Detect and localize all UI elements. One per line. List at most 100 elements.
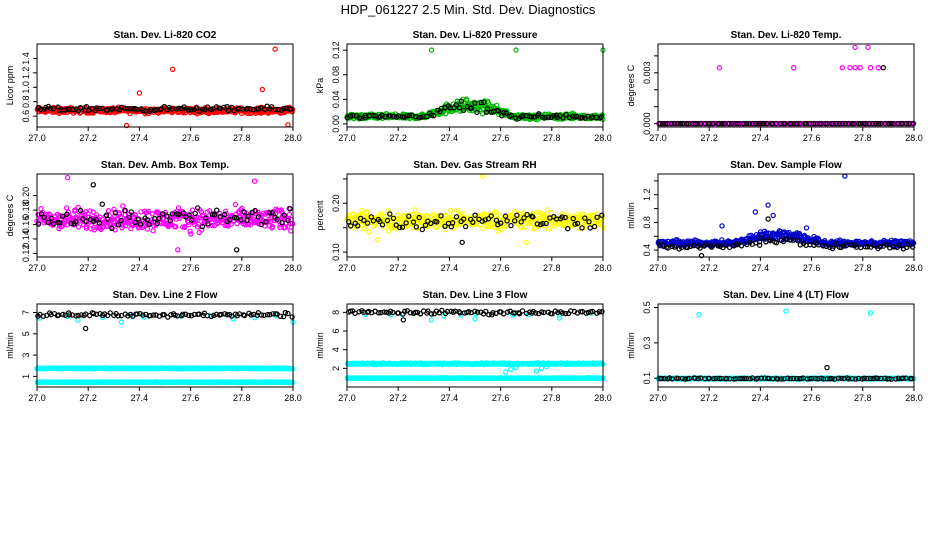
plot-frame: [657, 43, 915, 128]
data-point: [707, 120, 713, 127]
data-point: [422, 222, 429, 228]
x-tick-label: 27.6: [182, 393, 200, 403]
series-overlay: [344, 98, 605, 122]
y-axis-label: ml/min: [315, 332, 325, 359]
data-point: [366, 229, 372, 235]
data-point: [743, 120, 750, 127]
plot-frame: [346, 43, 604, 128]
data-point: [135, 216, 141, 222]
data-point: [217, 214, 224, 220]
data-point: [716, 120, 722, 127]
data-point: [194, 205, 201, 211]
x-tick-label: 27.6: [803, 133, 821, 143]
y-tick-label: 0.4: [642, 244, 652, 257]
data-point: [503, 110, 509, 116]
data-point: [839, 64, 846, 71]
data-point: [583, 222, 589, 229]
y-axis-label: Licor ppm: [5, 66, 15, 106]
data-point: [855, 120, 862, 127]
data-point: [719, 120, 725, 127]
data-point: [149, 211, 155, 217]
data-point: [91, 227, 98, 233]
y-tick-label: 7: [21, 310, 31, 315]
data-point: [503, 369, 509, 375]
x-tick-label: 27.0: [338, 393, 356, 403]
data-point: [410, 219, 417, 225]
data-point: [485, 216, 492, 222]
y-axis: 0.120.140.160.180.20: [21, 187, 37, 262]
x-tick-label: 27.6: [182, 263, 200, 273]
series-overlay: [346, 211, 605, 246]
data-point: [350, 211, 357, 218]
series-main: [655, 308, 917, 382]
data-point: [192, 210, 198, 217]
data-point: [75, 224, 82, 230]
data-point: [258, 221, 264, 228]
data-point: [375, 237, 381, 243]
data-point: [387, 211, 393, 217]
data-point: [122, 207, 128, 214]
data-point: [126, 214, 132, 220]
x-tick-label: 27.4: [131, 263, 149, 273]
data-point: [358, 115, 364, 122]
y-axis-label: degrees C: [626, 64, 636, 106]
x-tick-label: 27.0: [28, 263, 46, 273]
data-point: [77, 104, 84, 111]
data-point: [144, 226, 151, 232]
data-point: [205, 221, 211, 227]
data-point: [508, 366, 514, 372]
data-point: [488, 213, 494, 219]
data-point: [57, 107, 63, 113]
y-tick-label: 1.0: [21, 81, 31, 94]
data-point: [587, 225, 593, 231]
data-point: [361, 225, 367, 232]
panel-title: Stan. Dev. Line 2 Flow: [113, 290, 218, 301]
data-point: [593, 114, 600, 121]
data-point: [746, 120, 752, 127]
data-point: [529, 220, 535, 227]
data-point: [560, 115, 566, 121]
data-point: [520, 113, 526, 119]
data-point: [255, 214, 262, 220]
data-point: [83, 103, 90, 110]
data-point: [132, 212, 138, 218]
x-tick-label: 28.0: [284, 133, 302, 143]
data-point: [199, 223, 206, 230]
y-axis: 0.40.81.2: [642, 180, 658, 257]
y-tick-label: 0.12: [331, 41, 341, 59]
data-point: [761, 120, 767, 127]
data-point: [453, 214, 460, 220]
data-point: [442, 226, 448, 233]
data-point: [528, 114, 535, 120]
data-point: [462, 223, 469, 230]
data-point: [833, 120, 840, 127]
data-point: [412, 207, 418, 213]
data-point: [474, 109, 480, 116]
data-point: [794, 120, 800, 127]
data-point: [501, 109, 507, 116]
data-point: [364, 220, 371, 226]
data-point: [669, 120, 675, 127]
data-point: [424, 213, 431, 219]
data-point: [857, 120, 864, 127]
data-point: [554, 114, 561, 121]
y-tick-label: 4: [331, 347, 341, 352]
data-point: [830, 120, 836, 127]
y-tick-label: 0.6: [21, 110, 31, 123]
data-point: [226, 216, 233, 223]
series-overlay: [35, 310, 295, 332]
data-point: [198, 227, 205, 233]
data-points: [34, 310, 296, 386]
data-point: [59, 213, 66, 219]
data-point: [251, 178, 258, 184]
x-axis: 27.0 27.2 27.4 27.6 27.8 28.0: [28, 257, 302, 273]
data-point: [73, 219, 79, 225]
data-point: [803, 225, 810, 231]
x-tick-label: 28.0: [284, 393, 302, 403]
data-point: [579, 114, 586, 121]
data-point: [99, 105, 105, 112]
data-point: [875, 120, 882, 127]
